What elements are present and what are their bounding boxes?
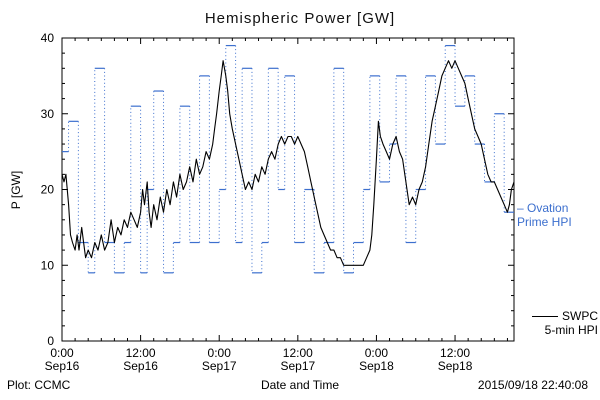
plot-credit: Plot: CCMC bbox=[7, 378, 71, 392]
legend-swpc-row: SWPC bbox=[512, 309, 598, 323]
svg-text:30: 30 bbox=[41, 107, 55, 121]
swpc-line-marker bbox=[532, 316, 558, 318]
svg-text:Sep16: Sep16 bbox=[123, 359, 158, 373]
svg-text:Sep18: Sep18 bbox=[359, 359, 394, 373]
legend-swpc: SWPC 5-min HPI bbox=[512, 309, 598, 337]
svg-text:Sep17: Sep17 bbox=[280, 359, 315, 373]
legend-swpc-line2: 5-min HPI bbox=[544, 323, 598, 337]
chart-title: Hemispheric Power [GW] bbox=[204, 10, 396, 27]
svg-text:Sep18: Sep18 bbox=[438, 359, 473, 373]
timestamp: 2015/09/18 22:40:08 bbox=[477, 378, 588, 392]
svg-text:12:00: 12:00 bbox=[440, 346, 470, 360]
legend-swpc-line1: SWPC bbox=[562, 309, 598, 323]
svg-text:0:00: 0:00 bbox=[50, 346, 74, 360]
svg-text:Sep17: Sep17 bbox=[202, 359, 237, 373]
ovation-prime-hpi-series bbox=[62, 44, 514, 274]
svg-text:20: 20 bbox=[41, 183, 55, 197]
svg-text:0:00: 0:00 bbox=[365, 346, 389, 360]
svg-text:40: 40 bbox=[41, 31, 55, 45]
svg-text:12:00: 12:00 bbox=[283, 346, 313, 360]
x-axis-label: Date and Time bbox=[260, 378, 340, 392]
swpc-5-min-hpi-series bbox=[61, 60, 515, 266]
legend-ovation-line1: – Ovation bbox=[517, 201, 569, 215]
svg-text:10: 10 bbox=[41, 258, 55, 272]
svg-text:0: 0 bbox=[47, 334, 54, 348]
axes: 0:00Sep1612:00Sep160:00Sep1712:00Sep170:… bbox=[41, 31, 515, 373]
legend-ovation: – Ovation Prime HPI bbox=[517, 201, 572, 229]
svg-text:12:00: 12:00 bbox=[126, 346, 156, 360]
legend-ovation-line2: Prime HPI bbox=[517, 215, 572, 229]
svg-text:0:00: 0:00 bbox=[208, 346, 232, 360]
svg-text:Sep16: Sep16 bbox=[45, 359, 80, 373]
